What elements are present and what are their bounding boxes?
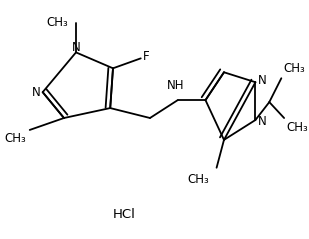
Text: CH₃: CH₃: [4, 132, 26, 145]
Text: CH₃: CH₃: [188, 173, 209, 186]
Text: CH₃: CH₃: [283, 62, 305, 75]
Text: NH: NH: [167, 79, 185, 92]
Text: N: N: [258, 115, 267, 129]
Text: HCl: HCl: [113, 208, 136, 221]
Text: N: N: [258, 74, 267, 87]
Text: CH₃: CH₃: [286, 121, 308, 134]
Text: F: F: [142, 50, 149, 63]
Text: N: N: [32, 86, 41, 99]
Text: CH₃: CH₃: [47, 16, 69, 29]
Text: N: N: [72, 41, 80, 54]
